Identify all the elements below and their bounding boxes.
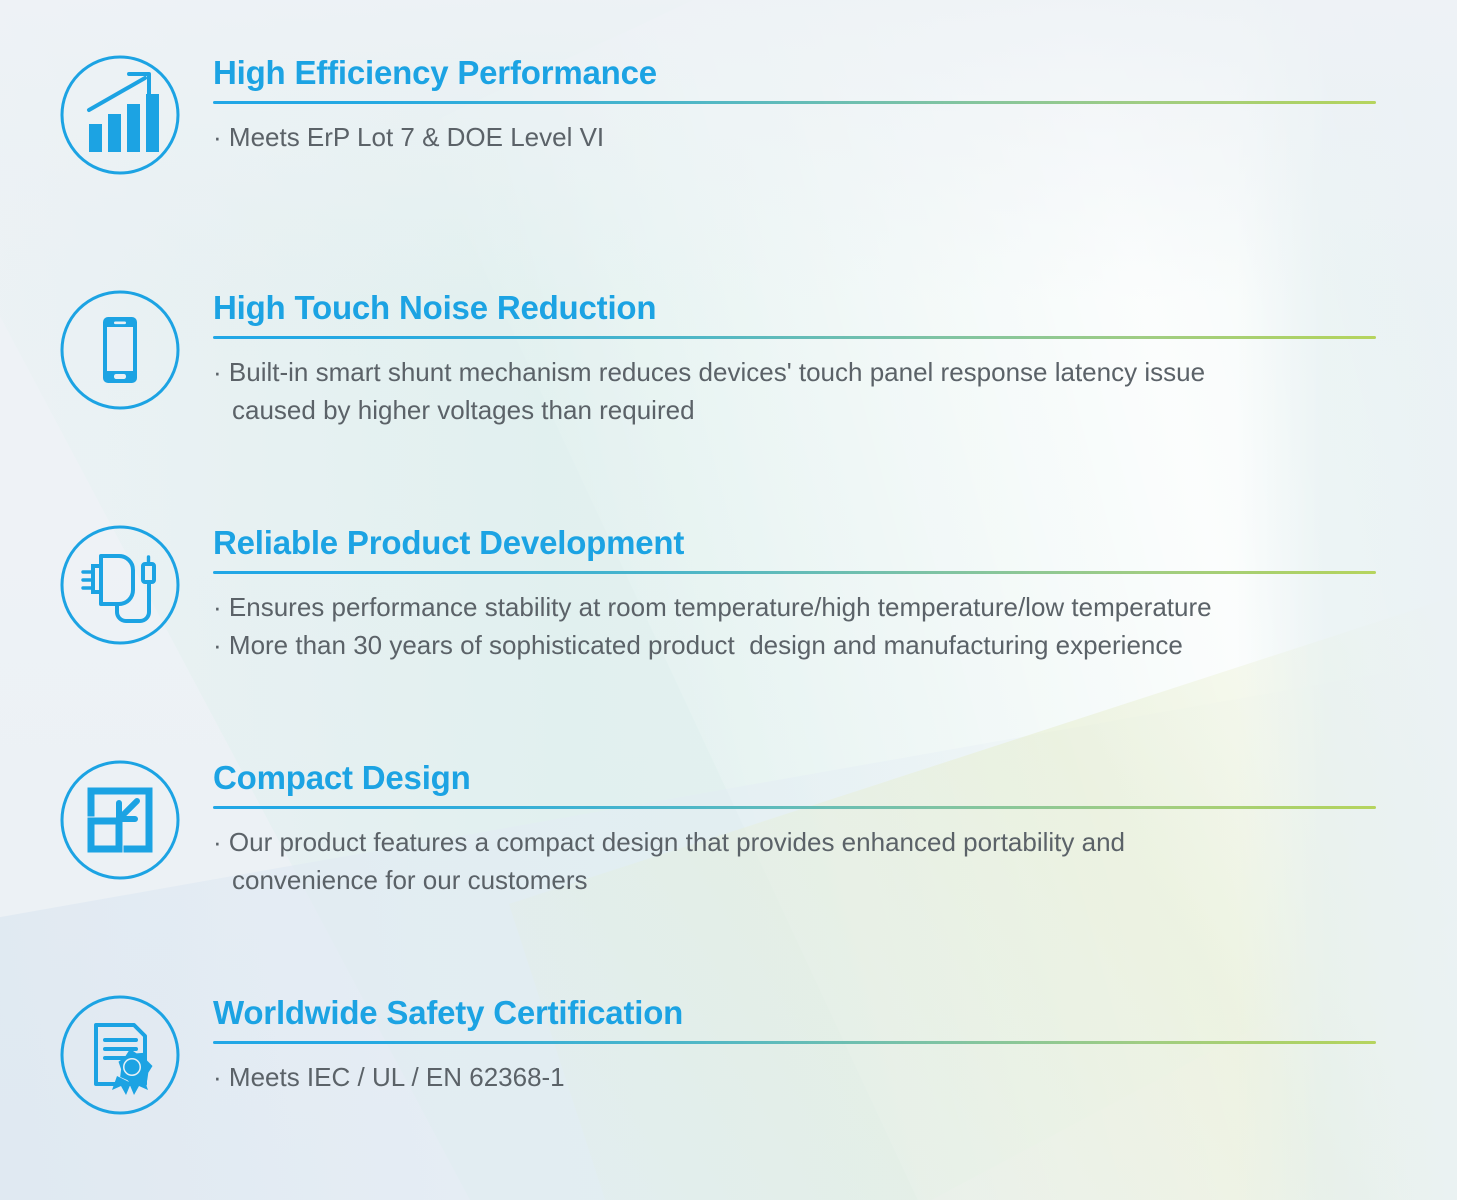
- bullet-marker: ·: [213, 592, 222, 622]
- bullet-continuation-text: convenience for our customers: [232, 865, 588, 895]
- feature-bullets: · Our product features a compact design …: [213, 823, 1383, 899]
- feature-title: Reliable Product Development: [213, 524, 685, 561]
- bullet-text: Meets ErP Lot 7 & DOE Level VI: [228, 122, 605, 152]
- feature-bullet-continuation: convenience for our customers: [213, 861, 1383, 899]
- power-adapter-icon: [57, 522, 183, 648]
- certificate-seal-icon: [57, 992, 183, 1118]
- feature-body: Worldwide Safety Certification · Meets I…: [213, 992, 1383, 1096]
- feature-title: High Efficiency Performance: [213, 54, 657, 91]
- feature-divider: [213, 336, 1376, 339]
- bullet-marker: ·: [213, 630, 222, 660]
- feature-bullets: · Built-in smart shunt mechanism reduces…: [213, 353, 1383, 429]
- bullet-marker: ·: [213, 1062, 222, 1092]
- bullet-text: Ensures performance stability at room te…: [228, 592, 1212, 622]
- feature-bullet-continuation: caused by higher voltages than required: [213, 391, 1383, 429]
- feature-bullets: · Meets IEC / UL / EN 62368-1: [213, 1058, 1383, 1096]
- compact-shrink-icon: [57, 757, 183, 883]
- feature-bullet: · Our product features a compact design …: [213, 823, 1383, 861]
- bar-chart-growth-icon: [57, 52, 183, 178]
- feature-title: High Touch Noise Reduction: [213, 289, 657, 326]
- feature-bullet: · More than 30 years of sophisticated pr…: [213, 626, 1383, 664]
- feature-divider: [213, 101, 1376, 104]
- bullet-text: Our product features a compact design th…: [228, 827, 1126, 857]
- feature-divider: [213, 1041, 1376, 1044]
- bullet-marker: ·: [213, 122, 222, 152]
- feature-divider: [213, 806, 1376, 809]
- feature-bullets: · Meets ErP Lot 7 & DOE Level VI: [213, 118, 1383, 156]
- feature-body: Reliable Product Development · Ensures p…: [213, 522, 1383, 664]
- bullet-marker: ·: [213, 357, 222, 387]
- feature-title: Compact Design: [213, 759, 471, 796]
- feature-bullet: · Meets IEC / UL / EN 62368-1: [213, 1058, 1383, 1096]
- feature-body: High Touch Noise Reduction · Built-in sm…: [213, 287, 1383, 429]
- bullet-text: More than 30 years of sophisticated prod…: [228, 630, 1183, 660]
- feature-body: High Efficiency Performance · Meets ErP …: [213, 52, 1383, 156]
- feature-bullet: · Built-in smart shunt mechanism reduces…: [213, 353, 1383, 391]
- bullet-continuation-text: caused by higher voltages than required: [232, 395, 695, 425]
- bullet-text: Meets IEC / UL / EN 62368-1: [228, 1062, 565, 1092]
- feature-bullets: · Ensures performance stability at room …: [213, 588, 1383, 664]
- feature-title: Worldwide Safety Certification: [213, 994, 684, 1031]
- smartphone-icon: [57, 287, 183, 413]
- feature-bullet: · Meets ErP Lot 7 & DOE Level VI: [213, 118, 1383, 156]
- feature-divider: [213, 571, 1376, 574]
- bullet-marker: ·: [213, 827, 222, 857]
- feature-bullet: · Ensures performance stability at room …: [213, 588, 1383, 626]
- feature-body: Compact Design · Our product features a …: [213, 757, 1383, 899]
- bullet-text: Built-in smart shunt mechanism reduces d…: [228, 357, 1206, 387]
